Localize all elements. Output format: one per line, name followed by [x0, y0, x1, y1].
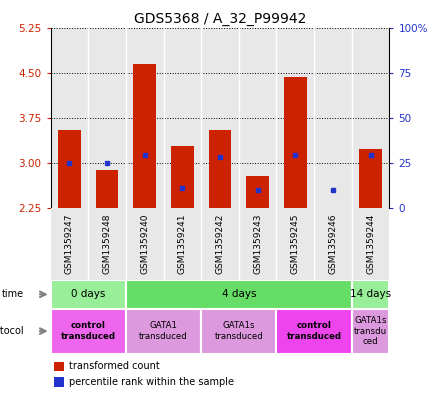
Text: GSM1359243: GSM1359243 — [253, 213, 262, 274]
Text: protocol: protocol — [0, 326, 23, 336]
Bar — [201, 309, 276, 354]
Text: GSM1359242: GSM1359242 — [216, 213, 224, 274]
Bar — [58, 130, 81, 208]
Text: percentile rank within the sample: percentile rank within the sample — [70, 377, 235, 387]
Text: control
transduced: control transduced — [61, 321, 116, 341]
Text: 14 days: 14 days — [350, 289, 391, 299]
Text: GSM1359248: GSM1359248 — [103, 213, 112, 274]
Bar — [96, 170, 118, 208]
Text: GSM1359247: GSM1359247 — [65, 213, 74, 274]
Text: GSM1359244: GSM1359244 — [366, 213, 375, 274]
Title: GDS5368 / A_32_P99942: GDS5368 / A_32_P99942 — [134, 13, 306, 26]
Bar — [352, 280, 389, 309]
Bar — [359, 149, 382, 208]
Text: GATA1s
transdu
ced: GATA1s transdu ced — [354, 316, 387, 346]
Text: GATA1
transduced: GATA1 transduced — [139, 321, 188, 341]
Bar — [55, 377, 64, 387]
Bar — [51, 280, 126, 309]
Bar — [133, 64, 156, 208]
Text: GSM1359241: GSM1359241 — [178, 213, 187, 274]
Bar — [171, 146, 194, 208]
Bar — [284, 77, 307, 208]
Text: 0 days: 0 days — [71, 289, 106, 299]
Bar — [55, 362, 64, 371]
Bar — [352, 309, 389, 354]
Text: GSM1359245: GSM1359245 — [291, 213, 300, 274]
Text: transformed count: transformed count — [70, 361, 160, 371]
Bar — [126, 280, 352, 309]
Text: 4 days: 4 days — [222, 289, 256, 299]
Text: control
transduced: control transduced — [286, 321, 341, 341]
Text: GSM1359246: GSM1359246 — [328, 213, 337, 274]
Text: time: time — [1, 289, 23, 299]
Bar — [209, 130, 231, 208]
Bar — [276, 309, 352, 354]
Bar — [51, 309, 126, 354]
Text: GATA1s
transduced: GATA1s transduced — [214, 321, 263, 341]
Bar — [246, 176, 269, 208]
Text: GSM1359240: GSM1359240 — [140, 213, 149, 274]
Bar — [126, 309, 201, 354]
